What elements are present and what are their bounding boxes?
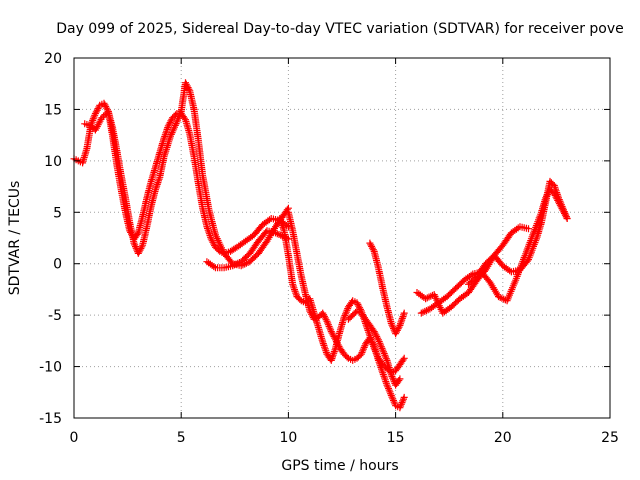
- y-tick-label: -15: [39, 411, 62, 427]
- data-marker-cluster: [366, 239, 408, 338]
- plot-frame: [73, 57, 611, 419]
- data-marker-cluster: [81, 79, 292, 270]
- series-track-f: [366, 239, 408, 338]
- data-marker-cluster: [413, 223, 532, 317]
- series-track-e: [276, 215, 408, 377]
- series-track-b: [81, 79, 292, 270]
- y-tick-label: 20: [44, 51, 62, 67]
- y-tick-label: 0: [53, 257, 62, 273]
- x-tick-label: 0: [70, 430, 79, 446]
- axis-ticks: [73, 57, 611, 419]
- data-marker-cluster: [344, 307, 404, 389]
- y-tick-label: 5: [53, 205, 62, 221]
- x-tick-label: 25: [601, 430, 619, 446]
- y-tick-label: 10: [44, 154, 62, 170]
- y-tick-label: -5: [48, 308, 62, 324]
- data-marker-cluster: [465, 177, 571, 288]
- y-tick-label: 15: [44, 102, 62, 118]
- y-tick-label: -10: [39, 360, 62, 376]
- x-tick-label: 20: [494, 430, 512, 446]
- x-tick-labels: 0 5 10 15 20 25: [70, 430, 619, 446]
- data-marker-cluster: [203, 227, 292, 272]
- grid-lines: [74, 58, 610, 418]
- data-points: [70, 79, 571, 412]
- y-tick-labels: -15 -10 -5 0 5 10 15 20: [39, 51, 62, 427]
- series-track-h: [413, 223, 532, 317]
- y-axis-label: SDTVAR / TECUs: [7, 181, 23, 296]
- series-track-j: [465, 177, 571, 288]
- series-track-c: [203, 227, 292, 272]
- x-tick-label: 5: [177, 430, 186, 446]
- series-track-g: [344, 307, 404, 389]
- chart-title: Day 099 of 2025, Sidereal Day-to-day VTE…: [56, 21, 624, 37]
- x-tick-label: 15: [387, 430, 405, 446]
- x-axis-label: GPS time / hours: [281, 458, 398, 474]
- x-tick-label: 10: [279, 430, 297, 446]
- data-marker-cluster: [276, 215, 408, 377]
